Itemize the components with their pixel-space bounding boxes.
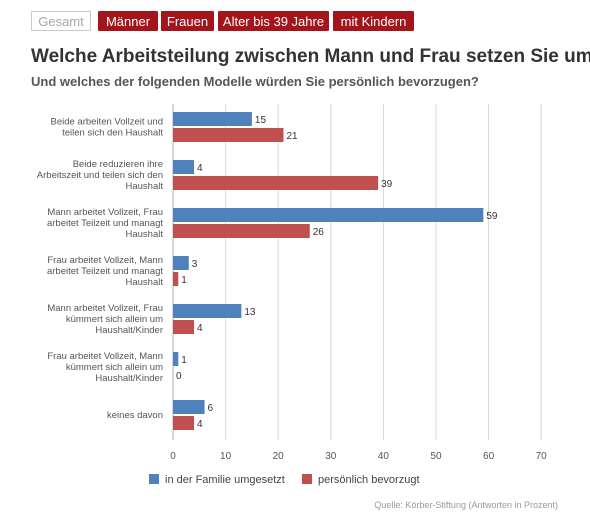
legend-label-umgesetzt: in der Familie umgesetzt bbox=[165, 474, 285, 486]
legend-item-bevorzugt: persönlich bevorzugt bbox=[302, 474, 420, 486]
category-label-4-0: Mann arbeitet Vollzeit, Frau bbox=[47, 303, 163, 314]
x-tick-label-20: 20 bbox=[273, 451, 285, 462]
category-label-1-2: Haushalt bbox=[126, 181, 164, 192]
value-label-series1-5: 1 bbox=[181, 355, 187, 366]
bar-series1-0 bbox=[173, 112, 252, 126]
bar-series1-4 bbox=[173, 304, 242, 318]
x-tick-label-0: 0 bbox=[170, 451, 176, 462]
bar-series2-1 bbox=[173, 176, 379, 190]
bar-series1-6 bbox=[173, 400, 205, 414]
bar-series1-3 bbox=[173, 256, 189, 270]
value-label-series1-1: 4 bbox=[197, 163, 203, 174]
category-label-2-0: Mann arbeitet Vollzeit, Frau bbox=[47, 207, 163, 218]
value-label-series2-4: 4 bbox=[197, 323, 203, 334]
category-label-0-1: teilen sich den Haushalt bbox=[62, 128, 163, 139]
value-label-series1-3: 3 bbox=[192, 259, 198, 270]
category-label-6-0: keines davon bbox=[107, 410, 163, 421]
legend-item-umgesetzt: in der Familie umgesetzt bbox=[149, 474, 285, 486]
value-label-series1-2: 59 bbox=[486, 211, 498, 222]
tab-gesamt[interactable]: Gesamt bbox=[31, 11, 91, 31]
category-label-2-2: Haushalt bbox=[126, 229, 164, 240]
x-tick-label-70: 70 bbox=[536, 451, 548, 462]
bar-series1-2 bbox=[173, 208, 484, 222]
category-label-1-1: Arbeitszeit und teilen sich den bbox=[37, 170, 163, 181]
category-label-3-1: arbeitet Teilzeit und managt bbox=[47, 266, 163, 277]
x-tick-label-60: 60 bbox=[483, 451, 495, 462]
category-label-4-2: Haushalt/Kinder bbox=[95, 325, 163, 336]
source-note: Quelle: Körber-Stiftung (Antworten in Pr… bbox=[374, 500, 558, 510]
bar-series2-4 bbox=[173, 320, 195, 334]
bar-series1-5 bbox=[173, 352, 179, 366]
legend-swatch-umgesetzt bbox=[149, 474, 159, 484]
value-label-series2-5: 0 bbox=[176, 371, 182, 382]
bar-series2-0 bbox=[173, 128, 284, 142]
value-label-series2-1: 39 bbox=[381, 179, 393, 190]
tab-maenner[interactable]: Männer bbox=[98, 11, 158, 31]
category-label-5-2: Haushalt/Kinder bbox=[95, 373, 163, 384]
bar-series2-3 bbox=[173, 272, 179, 286]
tab-alter-bis-39[interactable]: Alter bis 39 Jahre bbox=[218, 11, 329, 31]
bar-series2-6 bbox=[173, 416, 195, 430]
category-label-5-1: kümmert sich allein um bbox=[66, 362, 163, 373]
x-tick-label-40: 40 bbox=[378, 451, 390, 462]
tab-mit-kindern[interactable]: mit Kindern bbox=[333, 11, 414, 31]
bar-series1-1 bbox=[173, 160, 195, 174]
value-label-series1-0: 15 bbox=[255, 115, 267, 126]
chart-title: Welche Arbeitsteilung zwischen Mann und … bbox=[31, 46, 590, 67]
value-label-series2-0: 21 bbox=[286, 131, 298, 142]
category-label-0-0: Beide arbeiten Vollzeit und bbox=[51, 117, 164, 128]
category-label-3-0: Frau arbeitet Vollzeit, Mann bbox=[47, 255, 163, 266]
category-label-4-1: kümmert sich allein um bbox=[66, 314, 163, 325]
category-label-2-1: arbeitet Teilzeit und managt bbox=[47, 218, 163, 229]
value-label-series2-2: 26 bbox=[313, 227, 325, 238]
legend-label-bevorzugt: persönlich bevorzugt bbox=[318, 474, 420, 486]
x-tick-label-10: 10 bbox=[220, 451, 232, 462]
category-label-1-0: Beide reduzieren ihre bbox=[73, 159, 163, 170]
x-tick-label-30: 30 bbox=[325, 451, 337, 462]
value-label-series1-4: 13 bbox=[244, 307, 256, 318]
x-tick-label-50: 50 bbox=[430, 451, 442, 462]
category-label-5-0: Frau arbeitet Vollzeit, Mann bbox=[47, 351, 163, 362]
tab-frauen[interactable]: Frauen bbox=[161, 11, 214, 31]
value-label-series1-6: 6 bbox=[208, 403, 214, 414]
chart-subtitle: Und welches der folgenden Modelle würden… bbox=[31, 74, 479, 89]
value-label-series2-3: 1 bbox=[181, 275, 187, 286]
value-label-series2-6: 4 bbox=[197, 419, 203, 430]
bar-series2-2 bbox=[173, 224, 310, 238]
category-label-3-2: Haushalt bbox=[126, 277, 164, 288]
legend-swatch-bevorzugt bbox=[302, 474, 312, 484]
